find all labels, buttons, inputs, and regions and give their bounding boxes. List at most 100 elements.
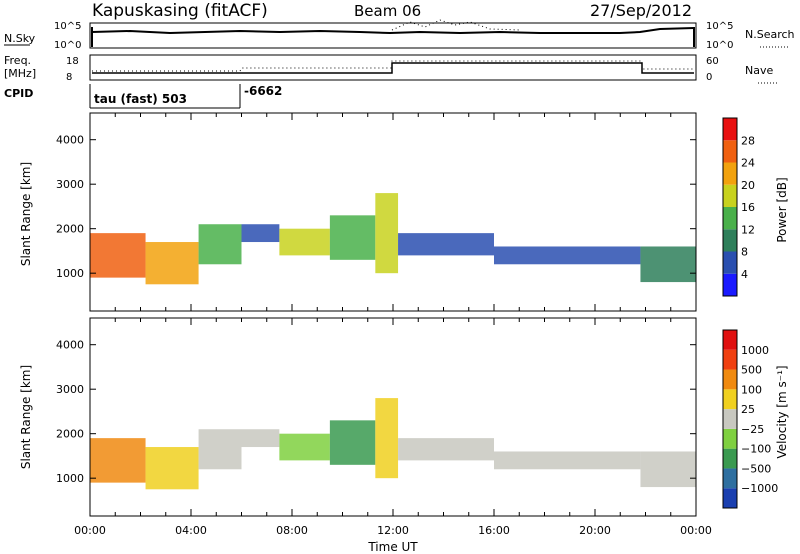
freq-label-line1: Freq. bbox=[4, 54, 31, 67]
freq-tick-bottom: 8 bbox=[66, 72, 72, 83]
velocity-region-9 bbox=[640, 451, 696, 488]
power-region-9 bbox=[640, 246, 696, 283]
velocity-colorbar: Velocity [m s⁻¹] −1000 −500 −100 −25 25 100 50… bbox=[722, 329, 789, 509]
nsearch-label: N.Search bbox=[745, 28, 795, 41]
velocity-ytick-label-1: 2000 bbox=[56, 428, 84, 441]
power-region-4 bbox=[279, 228, 330, 256]
freq-frame bbox=[89, 54, 697, 81]
beam-label: Beam 06 bbox=[354, 2, 421, 20]
velocity-region-0 bbox=[90, 438, 146, 483]
power-cbar-tick-5: 24 bbox=[741, 157, 755, 170]
velocity-xtick-label-6: 00:00 bbox=[680, 524, 712, 537]
velocity-xtick-label-4: 16:00 bbox=[478, 524, 510, 537]
date-label: 27/Sep/2012 bbox=[590, 1, 692, 20]
velocity-y-label: Slant Range [km] bbox=[19, 365, 33, 469]
power-cbar-swatch-1 bbox=[723, 251, 737, 274]
velocity-xtick-label-1: 04:00 bbox=[175, 524, 207, 537]
power-region-0 bbox=[90, 233, 146, 278]
freq-label-line2: [MHz] bbox=[4, 67, 36, 80]
nsearch-tick-bottom: 10^0 bbox=[706, 40, 733, 51]
velocity-cbar-swatch-0 bbox=[723, 488, 737, 508]
power-cbar-swatch-2 bbox=[723, 229, 737, 252]
power-y-label: Slant Range [km] bbox=[19, 162, 33, 266]
nsearch-trace bbox=[391, 19, 521, 31]
power-cbar-tick-1: 8 bbox=[741, 246, 748, 259]
velocity-cbar-swatch-2 bbox=[723, 448, 737, 469]
nsky-tick-top: 10^5 bbox=[54, 21, 81, 32]
nsky-frame bbox=[89, 22, 697, 49]
power-panel: 1000 2000 3000 4000 Slant Range [km] bbox=[19, 112, 697, 312]
nsky-label: N.Sky bbox=[4, 32, 36, 45]
velocity-cbar-label: Velocity [m s⁻¹] bbox=[775, 365, 789, 458]
velocity-cbar-swatch-5 bbox=[723, 389, 737, 410]
nave-tick-top: 60 bbox=[706, 56, 719, 67]
velocity-region-6 bbox=[375, 398, 399, 479]
power-ytick-label-1: 2000 bbox=[56, 223, 84, 236]
velocity-xtick-label-5: 20:00 bbox=[579, 524, 611, 537]
velocity-region-2 bbox=[198, 429, 242, 470]
power-cbar-frame bbox=[722, 117, 738, 297]
power-cbar-swatch-5 bbox=[723, 162, 737, 185]
velocity-cbar-swatch-3 bbox=[723, 428, 737, 449]
velocity-region-7 bbox=[398, 438, 494, 461]
velocity-cbar-swatch-8 bbox=[723, 330, 737, 350]
power-cbar-tick-6: 28 bbox=[741, 134, 755, 147]
velocity-cbar-swatch-6 bbox=[723, 369, 737, 390]
cpid-panel: CPID tau (fast) 503 -6662 bbox=[4, 84, 282, 109]
power-cbar-swatch-4 bbox=[723, 184, 737, 207]
power-cbar-swatch-6 bbox=[723, 140, 737, 163]
velocity-cbar-tick-6: 500 bbox=[741, 364, 762, 377]
power-cbar-tick-4: 20 bbox=[741, 179, 755, 192]
velocity-cbar-swatch-4 bbox=[723, 409, 737, 429]
velocity-xtick-label-0: 00:00 bbox=[74, 524, 106, 537]
nsky-trace bbox=[91, 27, 695, 35]
power-cbar-label: Power [dB] bbox=[775, 177, 789, 242]
power-ytick-label-0: 1000 bbox=[56, 267, 84, 280]
nave-label: Nave bbox=[745, 64, 773, 77]
velocity-ytick-label-2: 3000 bbox=[56, 383, 84, 396]
power-colorbar: Power [dB] 4 8 12 16 20 24 28 bbox=[722, 117, 789, 297]
power-cbar-tick-3: 16 bbox=[741, 201, 755, 214]
velocity-region-5 bbox=[329, 420, 376, 465]
power-cbar-tick-0: 4 bbox=[741, 268, 748, 281]
velocity-data-cells bbox=[90, 398, 696, 490]
power-region-2 bbox=[198, 224, 242, 265]
velocity-cbar-tick-1: −500 bbox=[741, 462, 771, 475]
velocity-ytick-label-3: 4000 bbox=[56, 339, 84, 352]
station-title: Kapuskasing (fitACF) bbox=[92, 1, 268, 21]
nsky-panel: N.Sky 10^5 10^0 10^5 10^0 N.Search bbox=[4, 19, 795, 51]
nave-trace bbox=[92, 60, 694, 72]
power-cbar-tick-2: 12 bbox=[741, 223, 755, 236]
cpid-label: CPID bbox=[4, 87, 33, 100]
velocity-region-3 bbox=[241, 429, 280, 448]
velocity-xtick-label-2: 08:00 bbox=[276, 524, 308, 537]
velocity-y-axis: 1000 2000 3000 4000 bbox=[56, 318, 697, 516]
power-ytick-label-3: 4000 bbox=[56, 134, 84, 147]
nsearch-tick-top: 10^5 bbox=[706, 21, 733, 32]
power-region-3 bbox=[241, 224, 280, 243]
cpid-mode: tau (fast) 503 bbox=[94, 92, 187, 106]
freq-tick-top: 18 bbox=[66, 56, 79, 67]
velocity-region-1 bbox=[145, 447, 199, 490]
velocity-cbar-tick-4: 25 bbox=[741, 403, 755, 416]
velocity-xtick-label-3: 12:00 bbox=[377, 524, 409, 537]
velocity-cbar-tick-5: 100 bbox=[741, 383, 762, 396]
power-cbar-swatch-7 bbox=[723, 118, 737, 141]
x-axis-label: Time UT bbox=[367, 540, 418, 554]
power-cbar-swatch-3 bbox=[723, 207, 737, 230]
velocity-cbar-swatch-7 bbox=[723, 349, 737, 370]
cpid-mode-2: -6662 bbox=[244, 84, 282, 98]
power-region-5 bbox=[329, 215, 376, 260]
power-cbar-swatch-0 bbox=[723, 273, 737, 296]
velocity-region-4 bbox=[279, 433, 330, 461]
power-region-8 bbox=[494, 246, 641, 265]
power-data-cells bbox=[90, 193, 696, 285]
nave-tick-bottom: 0 bbox=[706, 72, 712, 83]
nsky-tick-bottom: 10^0 bbox=[54, 40, 81, 51]
velocity-x-axis: 00:00 04:00 08:00 12:00 16:00 20:00 00:00 bbox=[74, 524, 712, 537]
velocity-cbar-tick-3: −25 bbox=[741, 423, 764, 436]
power-region-7 bbox=[398, 233, 494, 256]
velocity-panel: 1000 2000 3000 4000 00:00 04:00 08:00 12:00 16:… bbox=[19, 317, 712, 554]
power-region-6 bbox=[375, 193, 399, 274]
